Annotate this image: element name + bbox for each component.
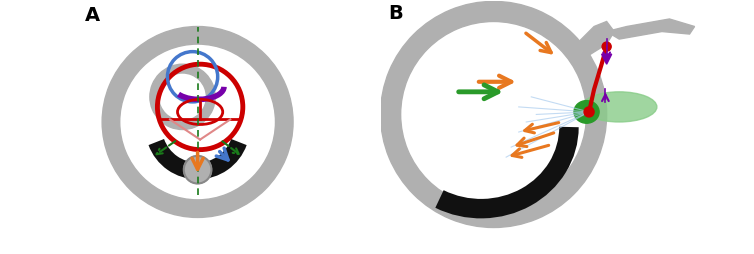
Polygon shape bbox=[602, 54, 611, 64]
Polygon shape bbox=[607, 19, 694, 39]
Text: B: B bbox=[388, 4, 403, 23]
Circle shape bbox=[602, 42, 611, 51]
Polygon shape bbox=[569, 22, 615, 57]
Circle shape bbox=[584, 107, 594, 117]
Circle shape bbox=[184, 156, 211, 184]
Text: A: A bbox=[84, 7, 100, 25]
Ellipse shape bbox=[581, 92, 657, 122]
Ellipse shape bbox=[574, 101, 599, 123]
